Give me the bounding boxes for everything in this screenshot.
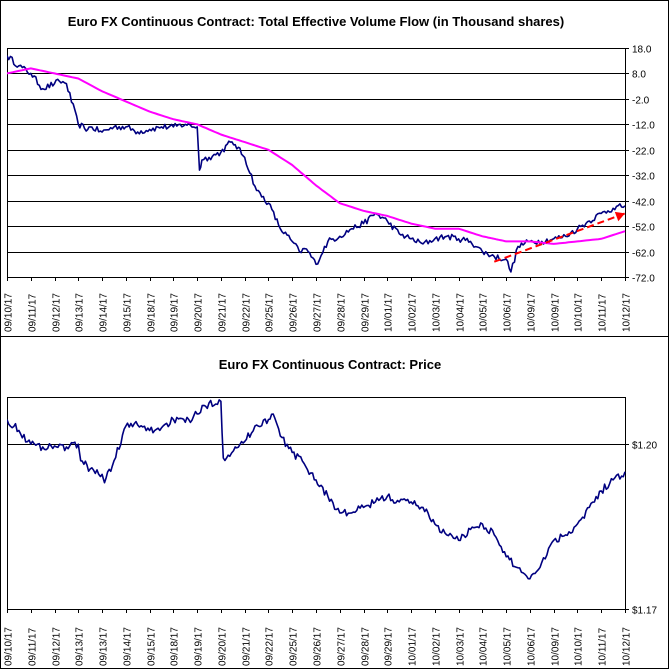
x-tick-label: 10/09/17: [551, 293, 562, 332]
x-tick-label: 10/01/17: [384, 293, 395, 332]
x-tick-label: 09/14/17: [123, 627, 134, 666]
x-tick-label: 09/18/17: [147, 293, 158, 332]
x-tick-label: 09/10/17: [4, 293, 15, 332]
x-tick-label: 10/06/17: [503, 293, 514, 332]
x-tick-label: 10/04/17: [456, 293, 467, 332]
y-tick-label: 8.0: [632, 70, 646, 81]
y-tick-label: -52.0: [632, 223, 655, 234]
x-tick-label: 09/13/17: [75, 293, 86, 332]
y-tick-label: -32.0: [632, 172, 655, 183]
x-tick-label: 09/27/17: [313, 293, 324, 332]
y-tick-label: $1.17: [632, 606, 657, 617]
x-tick-label: 09/22/17: [265, 627, 276, 666]
x-tick-label: 09/25/17: [289, 627, 300, 666]
x-tick-label: 10/05/17: [479, 293, 490, 332]
x-tick-label: 10/01/17: [408, 627, 419, 666]
series-line: [7, 399, 626, 580]
series-2: [493, 211, 626, 263]
x-tick-label: 10/09/17: [551, 627, 562, 666]
x-tick-label: 10/06/17: [527, 627, 538, 666]
x-tick-label: 09/12/17: [52, 293, 63, 332]
y-tick-label: -72.0: [632, 274, 655, 285]
chart-title: Euro FX Continuous Contract: Price: [219, 357, 441, 372]
series-0: [7, 55, 626, 273]
x-tick-label: 09/26/17: [313, 627, 324, 666]
x-tick-label: 09/27/17: [337, 627, 348, 666]
x-tick-label: 09/20/17: [218, 627, 229, 666]
x-tick-label: 10/02/17: [432, 627, 443, 666]
x-tick-label: 09/13/17: [99, 627, 110, 666]
x-tick-label: 10/03/17: [432, 293, 443, 332]
x-tick-label: 09/18/17: [170, 627, 181, 666]
panel-price: Euro FX Continuous Contract: Price $1.20…: [4, 357, 658, 666]
x-tick-label: 09/13/17: [75, 627, 86, 666]
y-tick-label: -2.0: [632, 96, 650, 107]
x-tick-label: 10/11/17: [598, 627, 609, 666]
x-tick-label: 10/12/17: [622, 627, 633, 666]
x-tick-label: 09/19/17: [170, 293, 181, 332]
x-tick-label: 09/14/17: [99, 293, 110, 332]
chart-title: Euro FX Continuous Contract: Total Effec…: [68, 14, 564, 29]
x-tick-label: 09/21/17: [242, 627, 253, 666]
x-tick-label: 09/12/17: [52, 627, 63, 666]
y-tick-label: -62.0: [632, 249, 655, 260]
x-tick-label: 09/28/17: [361, 627, 372, 666]
y-tick-label: 18.0: [632, 45, 652, 56]
x-tick-label: 10/02/17: [408, 293, 419, 332]
x-tick-label: 09/21/17: [218, 293, 229, 332]
x-tick-label: 09/15/17: [147, 627, 158, 666]
x-tick-label: 09/29/17: [361, 293, 372, 332]
trend-arrow-head: [614, 211, 625, 222]
series-line: [7, 67, 626, 245]
x-tick-label: 09/15/17: [123, 293, 134, 332]
x-tick-label: 09/29/17: [384, 627, 395, 666]
series-0: [7, 399, 626, 580]
x-tick-label: 09/25/17: [265, 293, 276, 332]
x-tick-label: 10/12/17: [622, 293, 633, 332]
x-tick-label: 09/11/17: [28, 293, 39, 332]
x-tick-label: 09/26/17: [289, 293, 300, 332]
x-tick-label: 10/10/17: [574, 627, 585, 666]
y-tick-label: -42.0: [632, 198, 655, 209]
x-tick-label: 09/28/17: [337, 293, 348, 332]
x-tick-label: 09/11/17: [28, 627, 39, 666]
panel-volume-flow: Euro FX Continuous Contract: Total Effec…: [4, 14, 656, 332]
x-tick-label: 09/19/17: [194, 627, 205, 666]
y-tick-label: $1.20: [632, 441, 657, 452]
x-tick-label: 10/09/17: [527, 293, 538, 332]
y-tick-label: -12.0: [632, 121, 655, 132]
x-tick-label: 10/03/17: [456, 627, 467, 666]
x-tick-label: 09/22/17: [242, 293, 253, 332]
x-tick-label: 10/11/17: [598, 293, 609, 332]
series-line: [7, 55, 626, 273]
y-tick-label: -22.0: [632, 147, 655, 158]
x-tick-label: 09/20/17: [194, 293, 205, 332]
x-tick-label: 10/05/17: [503, 627, 514, 666]
x-tick-label: 10/10/17: [574, 293, 585, 332]
x-tick-label: 09/10/17: [4, 627, 15, 666]
series-1: [7, 67, 626, 245]
x-tick-label: 10/04/17: [479, 627, 490, 666]
trend-arrow-line: [493, 212, 626, 263]
